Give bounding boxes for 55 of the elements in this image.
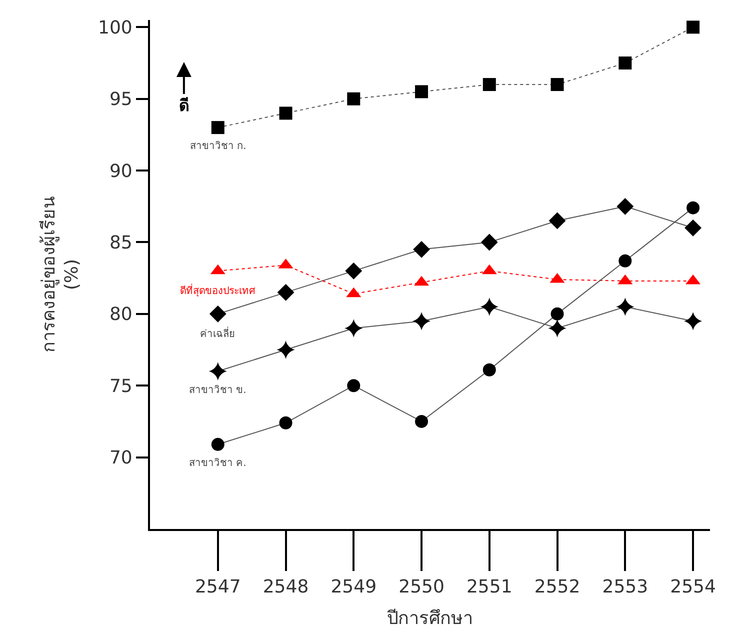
series-label: สาขาวิชา ก. [190, 141, 246, 152]
point [616, 298, 634, 316]
y-tick-label: 100 [98, 17, 132, 38]
point [347, 379, 360, 392]
point [480, 234, 498, 251]
point [208, 362, 227, 380]
point [211, 438, 224, 451]
y-tick-label: 75 [109, 376, 132, 397]
point [548, 319, 566, 338]
x-tick-label: 2554 [670, 576, 716, 598]
point [684, 219, 702, 236]
y-tick-label: 80 [109, 304, 132, 326]
point [415, 85, 428, 98]
point [482, 78, 496, 92]
point [618, 56, 632, 70]
point [412, 312, 431, 330]
x-tick-label: 2550 [398, 576, 444, 598]
point [686, 201, 700, 214]
point [413, 240, 430, 258]
annotation: ดี [179, 96, 189, 115]
x-tick-label: 2549 [330, 576, 377, 598]
x-tick-label: 2552 [534, 576, 580, 598]
point [347, 92, 360, 106]
y-tick-label: 90 [109, 160, 132, 182]
point [616, 198, 634, 215]
point [276, 340, 295, 359]
y-axis-title: การคงอยู่ของผู้เรียน (%) [38, 196, 83, 352]
y-tick-label: 95 [109, 89, 132, 110]
point [415, 414, 428, 428]
x-tick-label: 2553 [602, 576, 648, 598]
point [344, 319, 363, 338]
x-tick-label: 2551 [466, 576, 512, 598]
point [277, 284, 294, 301]
point [482, 363, 496, 376]
point [345, 262, 362, 280]
series-label: ค่าเฉลี่ย [200, 326, 235, 340]
point [686, 20, 700, 34]
point [279, 416, 292, 430]
point [548, 212, 566, 230]
point [618, 254, 632, 268]
y-tick-label: 70 [109, 448, 132, 469]
point [279, 106, 292, 120]
series-label: ดีที่สุดของประเทศ [180, 283, 256, 297]
point [684, 312, 702, 330]
point [550, 307, 564, 320]
x-axis-title: ปีการศึกษา [387, 608, 473, 630]
point [211, 121, 224, 134]
point [209, 305, 226, 322]
point [550, 78, 564, 92]
x-tick-label: 2547 [194, 576, 241, 598]
point [480, 298, 498, 316]
series-label: สาขาวิชา ข. [189, 385, 246, 396]
x-tick-label: 2548 [262, 576, 309, 598]
y-tick-label: 85 [109, 232, 132, 254]
series-label: สาขาวิชา ค. [189, 458, 246, 469]
